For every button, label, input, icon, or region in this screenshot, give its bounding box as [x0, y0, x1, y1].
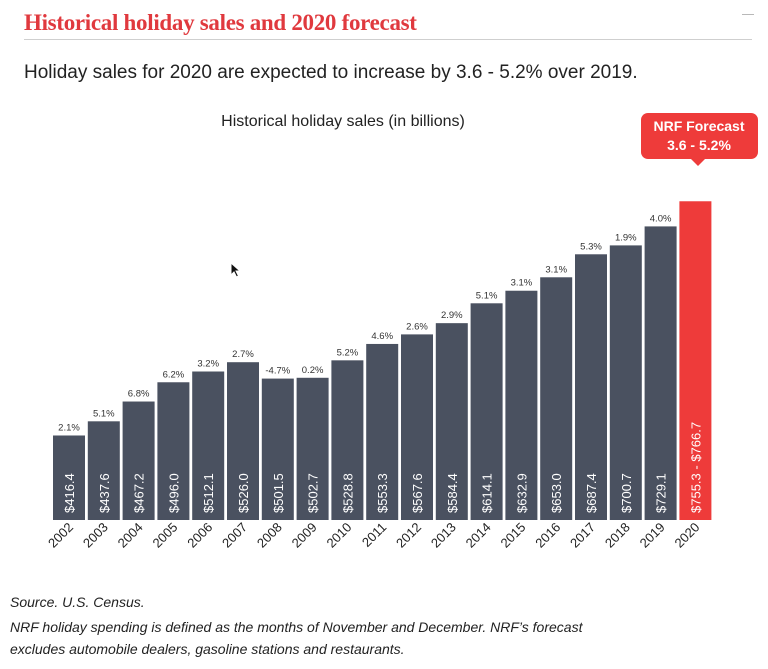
- bar-value-label: $467.2: [132, 473, 147, 513]
- bar-value-label: $502.7: [306, 473, 321, 513]
- x-tick-label: 2009: [289, 520, 320, 551]
- x-tick-label: 2010: [323, 520, 354, 551]
- footnote-definition: NRF holiday spending is defined as the m…: [10, 619, 583, 635]
- x-tick-label: 2003: [80, 520, 111, 551]
- bar: [53, 435, 85, 520]
- x-tick-label: 2019: [637, 520, 668, 551]
- growth-label: 2.7%: [232, 349, 254, 360]
- mouse-cursor-icon: [230, 262, 242, 278]
- growth-label: 5.1%: [93, 408, 115, 419]
- x-tick-label: 2004: [115, 520, 146, 551]
- growth-label: 4.6%: [371, 331, 393, 342]
- bar: [261, 378, 294, 520]
- x-tick-label: 2011: [359, 520, 389, 550]
- x-tick-label: 2020: [671, 520, 702, 551]
- bar: [470, 303, 503, 520]
- x-tick-label: 2013: [428, 520, 459, 551]
- growth-label: 2.9%: [441, 310, 463, 321]
- x-tick-label: 2016: [532, 520, 563, 551]
- title-divider: [24, 39, 752, 40]
- bar-value-label: $567.6: [410, 473, 425, 513]
- bar: [296, 377, 329, 520]
- growth-label: 1.9%: [615, 232, 637, 243]
- forecast-callout-pointer: [690, 158, 706, 166]
- footnote-exclusions: excludes automobile dealers, gasoline st…: [10, 641, 405, 657]
- x-tick-label: 2014: [463, 520, 494, 551]
- x-tick-label: 2006: [184, 520, 215, 551]
- bar: [331, 360, 364, 520]
- growth-label: 6.2%: [163, 369, 185, 380]
- growth-label: 2.6%: [406, 321, 428, 332]
- page-title: Historical holiday sales and 2020 foreca…: [24, 10, 417, 35]
- growth-label: 2.1%: [58, 422, 80, 433]
- bar: [227, 362, 259, 520]
- growth-label: 3.2%: [197, 358, 219, 369]
- bar: [157, 382, 190, 520]
- bar-value-label: $614.1: [480, 473, 495, 513]
- bar-value-label: $496.0: [166, 473, 181, 513]
- bar-value-label: $437.6: [97, 473, 112, 513]
- bar-value-label: $416.4: [62, 473, 77, 513]
- bar: [435, 323, 468, 520]
- bar-value-label: $687.4: [584, 473, 599, 513]
- bar-series: $416.4 2.1% 2002 $437.6 5.1% 2003 $467.2 6.8% 20…: [45, 201, 712, 551]
- bar: [192, 371, 225, 520]
- growth-label: 6.8%: [128, 389, 150, 400]
- bar-value-label: $584.4: [445, 473, 460, 513]
- page-subtitle: Holiday sales for 2020 are expected to i…: [24, 62, 638, 83]
- forecast-callout-box: [641, 113, 758, 159]
- footnote-source: Source. U.S. Census.: [10, 594, 145, 610]
- x-tick-label: 2017: [567, 520, 598, 551]
- x-tick-label: 2008: [254, 520, 285, 551]
- forecast-callout-title: NRF Forecast: [653, 118, 744, 134]
- bar-value-label: $653.0: [549, 473, 564, 513]
- bar: [401, 334, 433, 520]
- forecast-callout-range: 3.6 - 5.2%: [667, 137, 731, 153]
- bar-value-label: $729.1: [654, 473, 669, 513]
- growth-label: 5.3%: [580, 241, 602, 252]
- x-tick-label: 2012: [393, 520, 424, 551]
- growth-label: 3.1%: [545, 264, 567, 275]
- corner-mark: [742, 14, 754, 15]
- x-tick-label: 2007: [219, 520, 250, 551]
- bar-value-label: $755.3 - $766.7: [688, 422, 703, 513]
- bar: [575, 254, 607, 520]
- bar-value-label: $526.0: [236, 473, 251, 513]
- growth-label: -4.7%: [265, 366, 290, 377]
- growth-label: 5.1%: [476, 290, 498, 301]
- chart-title: Historical holiday sales (in billions): [221, 113, 465, 130]
- bar: [366, 343, 399, 520]
- bar-value-label: $512.1: [201, 473, 216, 513]
- x-tick-label: 2015: [497, 520, 528, 551]
- bar: [122, 401, 155, 520]
- growth-label: 0.2%: [302, 365, 324, 376]
- growth-label: 3.1%: [511, 278, 533, 289]
- bar: [505, 290, 538, 520]
- bar-value-label: $528.8: [340, 473, 355, 513]
- forecast-bar: [679, 201, 712, 520]
- x-tick-label: 2005: [149, 520, 180, 551]
- growth-label: 5.2%: [337, 347, 359, 358]
- bar: [540, 277, 573, 520]
- bar-value-label: $632.9: [514, 473, 529, 513]
- bar: [644, 226, 677, 520]
- growth-label: 4.0%: [650, 213, 672, 224]
- bar-value-label: $553.3: [375, 473, 390, 513]
- x-tick-label: 2002: [45, 520, 76, 551]
- holiday-sales-chart: Historical holiday sales (in billions) $…: [45, 113, 758, 551]
- forecast-callout: NRF Forecast 3.6 - 5.2%: [641, 113, 758, 166]
- x-tick-label: 2018: [602, 520, 633, 551]
- bar-value-label: $700.7: [619, 473, 634, 513]
- bar: [87, 421, 120, 520]
- bar-value-label: $501.5: [271, 473, 286, 513]
- bar: [609, 245, 642, 520]
